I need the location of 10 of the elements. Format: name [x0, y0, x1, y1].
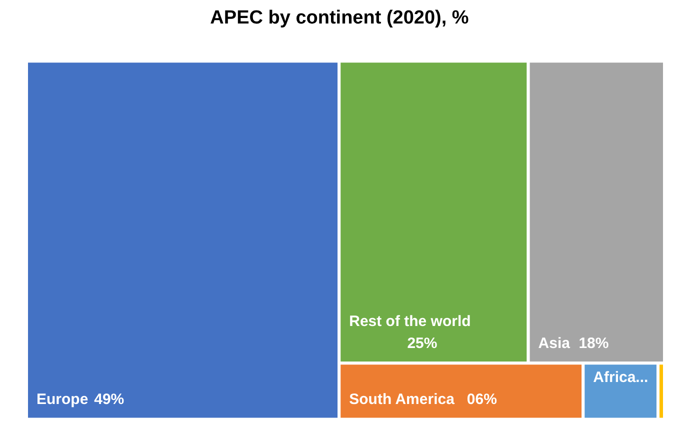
data-label: 06% [466, 391, 497, 408]
data-label: 49% [94, 391, 124, 408]
category-label: Africa... [593, 369, 648, 386]
text: APEC by continent (2020), % [210, 8, 469, 28]
category-label: Asia [538, 335, 571, 352]
category-label: Europe [36, 391, 88, 408]
category-label: Rest of the world [349, 312, 471, 330]
category-label: South America [349, 391, 456, 408]
data-label: 25% [407, 335, 438, 352]
data-label: 18% [578, 335, 609, 352]
